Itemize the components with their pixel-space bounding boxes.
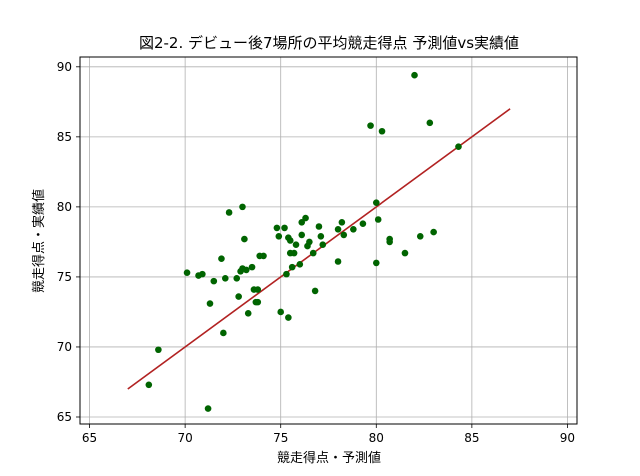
data-point (206, 300, 214, 307)
data-point (221, 275, 229, 282)
data-point (426, 119, 434, 127)
data-point (243, 266, 250, 274)
data-point (411, 71, 418, 79)
y-tick-label: 70 (57, 340, 72, 354)
data-points-layer (145, 71, 462, 412)
y-tick-label: 80 (57, 200, 72, 214)
fit-line (127, 108, 511, 390)
x-axis-label: 競走得点・予測値 (277, 450, 381, 466)
data-point (233, 275, 241, 282)
data-point (298, 231, 306, 239)
x-axis-ticks: 65 70 75 80 85 90 (82, 424, 575, 445)
data-point (283, 270, 290, 278)
y-tick-label: 65 (57, 410, 72, 424)
fit-line-layer (127, 108, 511, 390)
data-point (273, 224, 281, 232)
data-point (430, 228, 437, 236)
y-tick-label: 85 (57, 130, 72, 144)
data-point (183, 269, 191, 277)
data-point (334, 258, 342, 265)
data-point (204, 405, 212, 412)
data-point (302, 214, 309, 222)
y-axis-label: 競走得点・実績値 (31, 189, 47, 293)
plot-frame (79, 56, 578, 425)
data-point (277, 308, 285, 316)
data-point (315, 223, 323, 230)
data-point (292, 241, 300, 249)
chart-title: 図2-2. デビュー後7場所の平均競走得点 予測値vs実績値 (139, 34, 519, 52)
y-axis-ticks: 65 70 75 80 85 90 (57, 60, 80, 424)
x-tick-label: 65 (82, 431, 97, 445)
data-point (311, 287, 319, 295)
data-point (374, 216, 382, 223)
data-point (340, 231, 348, 239)
data-point (241, 235, 248, 243)
data-point (416, 232, 424, 240)
x-tick-label: 80 (369, 431, 384, 445)
x-tick-label: 90 (560, 431, 575, 445)
x-tick-label: 75 (273, 431, 288, 445)
data-point (372, 259, 380, 267)
data-point (199, 270, 206, 278)
data-point (286, 237, 294, 244)
data-point (306, 238, 313, 246)
data-point (254, 286, 262, 293)
data-point (334, 225, 342, 233)
data-point (455, 143, 462, 150)
data-point (386, 235, 393, 243)
data-point (155, 346, 162, 354)
data-point (210, 277, 218, 285)
data-point (288, 263, 296, 271)
data-point (290, 249, 298, 257)
data-point (309, 249, 317, 257)
x-tick-label: 70 (177, 431, 192, 445)
data-point (244, 310, 252, 317)
data-point (260, 252, 267, 260)
data-point (145, 381, 153, 389)
data-point (401, 249, 409, 257)
grid-lines (80, 57, 577, 424)
data-point (367, 122, 374, 129)
data-point (359, 220, 367, 227)
data-point (254, 298, 262, 306)
data-point (298, 218, 306, 226)
x-tick-label: 85 (464, 431, 479, 445)
data-point (218, 255, 225, 263)
data-point (225, 209, 233, 216)
data-point (239, 203, 246, 211)
data-point (248, 263, 256, 271)
data-point (319, 241, 327, 249)
data-point (378, 127, 386, 135)
data-point (317, 232, 325, 240)
data-point (220, 329, 227, 337)
y-tick-label: 75 (57, 270, 72, 284)
data-point (281, 224, 288, 232)
data-point (338, 218, 346, 226)
data-point (296, 261, 304, 268)
y-tick-label: 90 (57, 60, 72, 74)
data-point (275, 232, 283, 240)
data-point (235, 293, 242, 300)
data-point (372, 199, 380, 206)
data-point (285, 314, 292, 321)
data-point (350, 225, 357, 233)
